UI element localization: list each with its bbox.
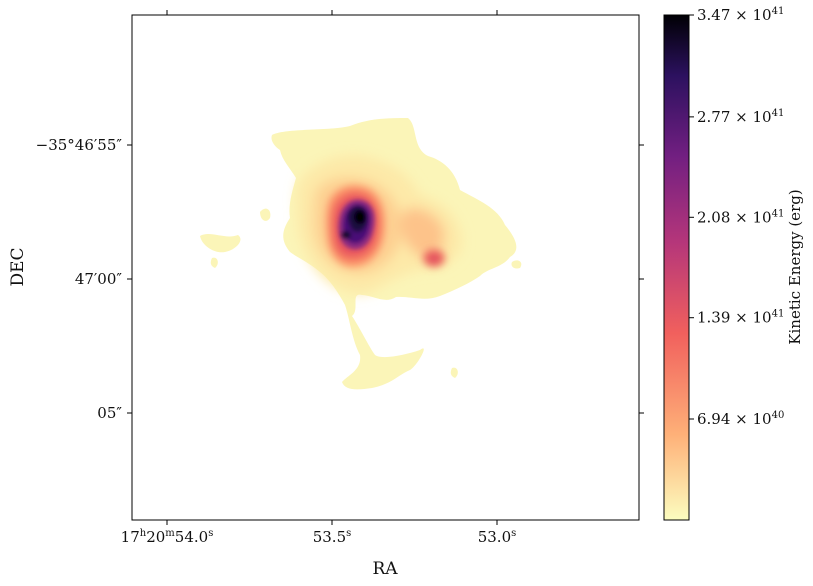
colorbar-tick-label-4: 3.47 × 1041 bbox=[697, 6, 784, 24]
colorbar-ticks: 6.94 × 1040 1.39 × 1041 2.08 × 1041 2.77 × … bbox=[689, 6, 784, 428]
colorbar-tick-label-2: 2.08 × 1041 bbox=[697, 208, 784, 226]
colorbar: 6.94 × 1040 1.39 × 1041 2.08 × 1041 2.77 × … bbox=[663, 6, 804, 521]
colorbar-tick-label-3: 2.77 × 1041 bbox=[697, 108, 784, 126]
emission-peak bbox=[338, 199, 375, 250]
colorbar-label: Kinetic Energy (erg) bbox=[786, 189, 804, 344]
y-axis-label: DEC bbox=[8, 247, 28, 286]
y-tick-label-0: −35°46′55″ bbox=[36, 136, 123, 154]
colorbar-gradient-bar bbox=[664, 15, 689, 520]
colorbar-frame bbox=[663, 14, 690, 521]
x-tick-label-2: 53.0s bbox=[478, 528, 517, 546]
plot-frame bbox=[131, 14, 640, 521]
colorbar-tick-label-0: 6.94 × 1040 bbox=[697, 410, 784, 428]
plot-area bbox=[132, 15, 639, 520]
colorbar-tick-label-1: 1.39 × 1041 bbox=[697, 309, 784, 327]
x-tick-label-1: 53.5s bbox=[313, 528, 352, 546]
x-axis-label: RA bbox=[372, 559, 398, 579]
x-tick-label-0: 17h20m54.0s bbox=[121, 528, 214, 546]
y-tick-label-1: 47′00″ bbox=[75, 270, 123, 288]
y-tick-label-2: 05″ bbox=[97, 404, 122, 422]
axis-ticks bbox=[127, 10, 644, 525]
